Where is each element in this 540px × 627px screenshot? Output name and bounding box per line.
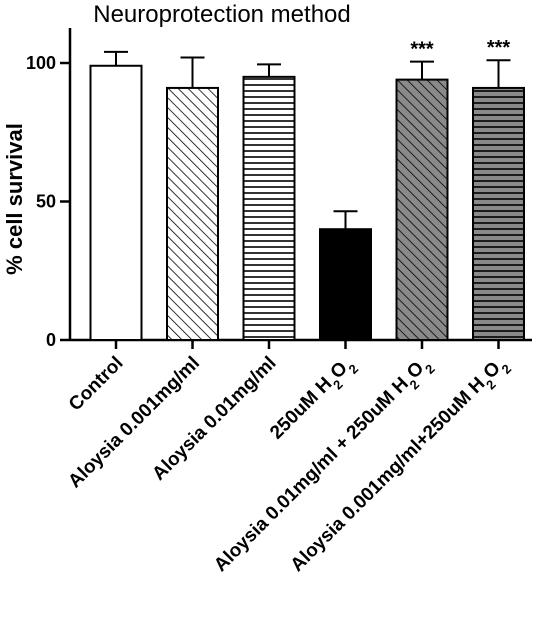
bar: [166, 86, 219, 342]
chart-title: Neuroprotection method: [93, 1, 350, 28]
y-tick-label: 50: [36, 192, 56, 212]
bar: [319, 228, 372, 341]
bars-group: *** ***: [89, 37, 525, 342]
significance-label: ***: [487, 37, 511, 59]
significance-label: ***: [410, 39, 434, 61]
y-ticks-group: 0 50 100: [26, 53, 500, 350]
bar: [472, 86, 525, 342]
axes: [68, 28, 532, 342]
bar: [89, 64, 143, 342]
y-tick-label: 100: [26, 53, 56, 73]
category-label: Aloysia 0.001mg/ml: [64, 353, 204, 493]
category-label: Control: [65, 353, 128, 416]
bar: [242, 75, 296, 341]
y-tick-label: 0: [46, 330, 56, 350]
bar: [395, 78, 449, 342]
y-axis-title: % cell survival: [2, 123, 27, 275]
